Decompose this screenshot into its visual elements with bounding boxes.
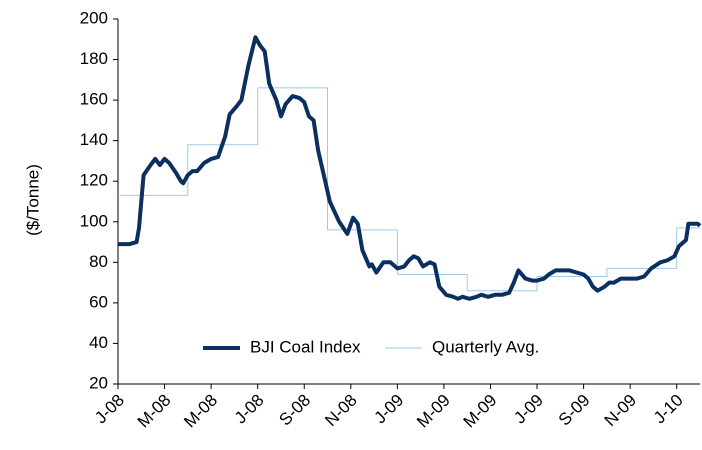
- legend-label: Quarterly Avg.: [432, 337, 539, 356]
- x-tick-label: J-08: [91, 391, 128, 428]
- legend-label: BJI Coal Index: [250, 337, 361, 356]
- x-tick-label: M-08: [134, 391, 175, 432]
- x-tick-label: J-09: [510, 391, 547, 428]
- y-tick-label: 120: [80, 171, 108, 190]
- x-tick-label: M-08: [180, 391, 221, 432]
- y-axis-label: ($/Tonne): [23, 164, 42, 236]
- y-tick-label: 20: [89, 373, 108, 392]
- y-tick-label: 60: [89, 292, 108, 311]
- x-tick-label: N-09: [601, 391, 640, 430]
- x-tick-label: J-08: [231, 391, 268, 428]
- x-tick-label: J-09: [371, 391, 408, 428]
- y-tick-label: 80: [89, 252, 108, 271]
- series-line: [118, 87, 700, 292]
- y-tick-label: 40: [89, 333, 108, 352]
- x-tick-label: J-10: [650, 391, 687, 428]
- x-tick-label: N-08: [321, 391, 360, 430]
- y-tick-label: 200: [80, 8, 108, 27]
- series-line: [118, 35, 702, 301]
- y-tick-label: 180: [80, 49, 108, 68]
- x-tick-label: S-08: [275, 391, 314, 430]
- x-tick-label: M-09: [413, 391, 454, 432]
- y-tick-label: 100: [80, 211, 108, 230]
- y-tick-label: 140: [80, 130, 108, 149]
- y-tick-label: 160: [80, 90, 108, 109]
- x-tick-label: S-09: [555, 391, 594, 430]
- x-tick-label: M-09: [460, 391, 501, 432]
